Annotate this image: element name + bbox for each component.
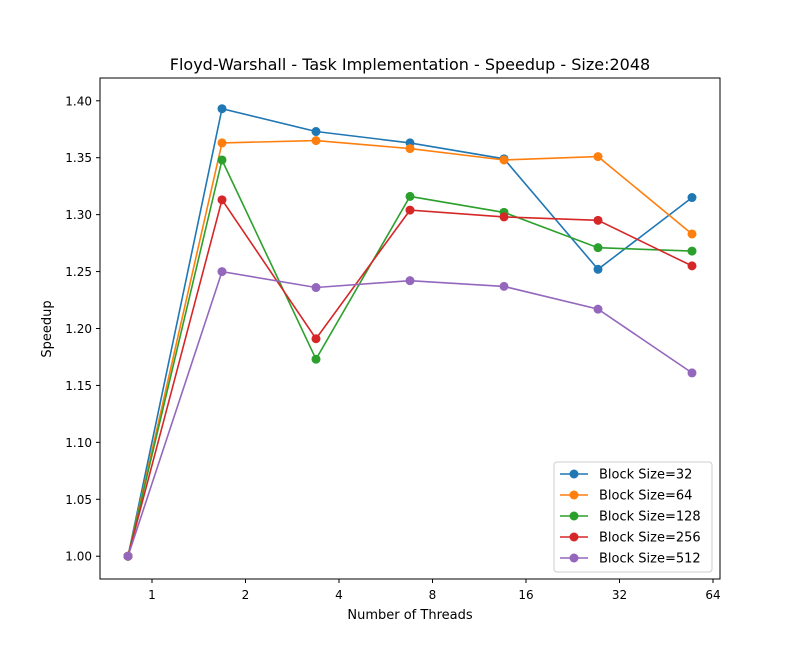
data-point — [593, 152, 603, 162]
y-axis: 1.00 1.05 1.10 1.15 1.20 1.25 1.30 1.35 1.40 — [65, 94, 100, 564]
x-tick-label: 1 — [148, 588, 156, 602]
legend-swatch-marker — [569, 532, 579, 542]
legend-swatch-marker — [569, 469, 579, 479]
y-tick-label: 1.20 — [65, 322, 92, 336]
y-tick-label: 1.40 — [65, 94, 92, 108]
data-point — [687, 246, 697, 256]
data-point — [217, 138, 227, 148]
y-axis-label: Speedup — [40, 300, 55, 357]
y-tick-label: 1.00 — [65, 550, 92, 564]
data-point — [499, 155, 509, 165]
data-point — [687, 368, 697, 378]
x-tick-label: 32 — [612, 588, 627, 602]
x-tick-label: 2 — [242, 588, 250, 602]
legend-label: Block Size=256 — [599, 531, 701, 546]
data-point — [217, 195, 227, 205]
y-tick-label: 1.10 — [65, 436, 92, 450]
data-point — [687, 193, 697, 203]
data-point — [123, 551, 133, 561]
legend-box — [553, 461, 713, 573]
x-tick-label: 4 — [335, 588, 343, 602]
data-point — [405, 144, 415, 154]
x-tick-label: 8 — [429, 588, 437, 602]
data-point — [311, 127, 321, 137]
data-point — [405, 276, 415, 286]
data-point — [311, 334, 321, 344]
data-point — [593, 304, 603, 314]
data-point — [217, 104, 227, 114]
data-point — [405, 191, 415, 201]
y-tick-label: 1.25 — [65, 265, 92, 279]
series-layer — [123, 104, 697, 561]
x-axis: 1 2 4 8 16 32 64 — [148, 579, 721, 602]
y-tick-label: 1.35 — [65, 151, 92, 165]
legend-swatch-marker — [569, 511, 579, 521]
y-tick-label: 1.30 — [65, 208, 92, 222]
x-tick-label: 16 — [518, 588, 533, 602]
data-point — [311, 354, 321, 364]
data-point — [499, 281, 509, 291]
legend-label: Block Size=128 — [599, 510, 701, 525]
x-axis-label: Number of Threads — [347, 608, 472, 623]
data-point — [499, 212, 509, 222]
data-point — [217, 267, 227, 277]
legend: Block Size=32 Block Size=64 Block Size=128… — [553, 461, 713, 573]
legend-swatch-marker — [569, 490, 579, 500]
data-point — [687, 261, 697, 271]
data-point — [593, 243, 603, 253]
legend-label: Block Size=512 — [599, 552, 701, 567]
data-point — [405, 205, 415, 215]
data-point — [593, 215, 603, 225]
data-point — [311, 136, 321, 146]
y-tick-label: 1.15 — [65, 379, 92, 393]
x-tick-label: 64 — [705, 588, 720, 602]
legend-swatch-marker — [569, 553, 579, 563]
legend-label: Block Size=64 — [599, 489, 692, 504]
data-point — [217, 155, 227, 165]
data-point — [687, 229, 697, 239]
data-point — [311, 283, 321, 293]
data-point — [593, 264, 603, 274]
legend-label: Block Size=32 — [599, 468, 692, 483]
y-tick-label: 1.05 — [65, 493, 92, 507]
chart-title: Floyd-Warshall - Task Implementation - S… — [170, 55, 650, 74]
